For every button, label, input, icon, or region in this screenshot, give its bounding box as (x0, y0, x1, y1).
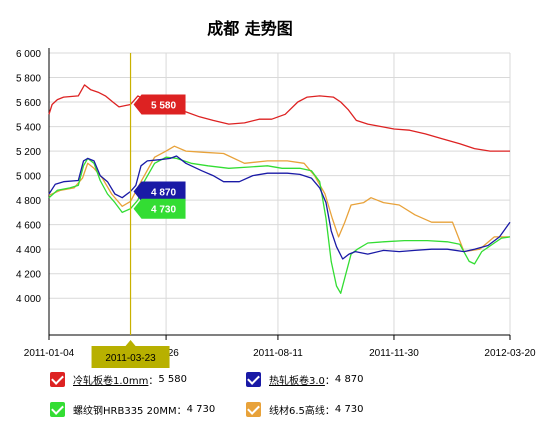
legend-colon: ： (324, 376, 335, 387)
series-line-wire-rod (48, 145, 510, 253)
legend-value: 5 580 (158, 374, 188, 385)
series-line-rebar (48, 156, 511, 294)
series-lines (48, 84, 511, 294)
legend-series-name[interactable]: 线材6.5高线 (269, 406, 325, 417)
value-tag-label: 4 730 (151, 205, 176, 216)
y-tick-label: 4 000 (16, 294, 41, 305)
value-tag-shape (133, 181, 186, 202)
legend-value: 4 730 (334, 404, 364, 415)
chart-title: 成都 走势图 (207, 19, 293, 38)
y-tick-label: 5 200 (16, 147, 41, 158)
checkbox-icon[interactable] (50, 402, 65, 417)
x-tick-label: 2011-11-30 (369, 348, 419, 359)
y-tick-label: 4 200 (16, 270, 41, 281)
legend-colon: ： (176, 406, 187, 417)
checkbox-icon[interactable] (50, 372, 65, 387)
legend-item-wire-rod[interactable]: 线材6.5高线 ： 4 730 (246, 402, 364, 417)
value-tag-hot-rolled: 4 870 (133, 181, 186, 202)
value-tag-rebar: 4 730 (133, 198, 186, 219)
legend-colon: ： (324, 406, 335, 417)
value-tag-label: 4 870 (151, 188, 176, 199)
y-tick-label: 6 000 (16, 49, 41, 60)
x-tick-label: 2011-08-11 (253, 348, 303, 359)
y-tick-label: 5 800 (16, 74, 41, 85)
value-tag-label: 5 580 (151, 100, 176, 111)
y-tick-label: 4 400 (16, 245, 41, 256)
series-line-cold-rolled (48, 84, 510, 152)
value-tags: 5 580 4 870 4 730 (133, 94, 186, 219)
legend-item-rebar[interactable]: 螺纹钢HRB335 20MM ： 4 730 (50, 402, 215, 417)
x-tick-label: 2011-01-04 (24, 348, 75, 359)
cursor-date-box (91, 346, 170, 368)
date-cursor[interactable]: 2011-03-23 (91, 53, 170, 368)
value-tag-cold-rolled: 5 580 (133, 94, 186, 115)
y-tick-label: 5 600 (16, 98, 41, 109)
checkbox-icon[interactable] (246, 372, 261, 387)
value-tag-shape (133, 94, 186, 115)
checkbox-icon[interactable] (246, 402, 261, 417)
legend-series-name[interactable]: 热轧板卷3.0 (269, 376, 325, 387)
legend: 冷轧板卷1.0mm ： 5 580 热轧板卷3.0 ： 4 870 螺纹钢HRB… (50, 372, 530, 428)
legend-value: 4 730 (186, 404, 216, 415)
legend-item-cold-rolled[interactable]: 冷轧板卷1.0mm ： 5 580 (50, 372, 187, 387)
y-tick-label: 5 400 (16, 123, 41, 134)
x-tick-label: 2012-03-20 (484, 348, 536, 359)
legend-value: 4 870 (334, 374, 364, 385)
value-tag-shape (133, 198, 186, 219)
grid (48, 52, 511, 335)
legend-series-name[interactable]: 冷轧板卷1.0mm (73, 376, 149, 387)
y-tick-label: 4 800 (16, 196, 41, 207)
cursor-date-label: 2011-03-23 (105, 353, 156, 364)
legend-item-hot-rolled[interactable]: 热轧板卷3.0 ： 4 870 (246, 372, 364, 387)
y-tick-label: 5 000 (16, 172, 41, 183)
legend-colon: ： (148, 376, 159, 387)
series-line-hot-rolled (48, 155, 511, 260)
y-axis: 6 000 5 800 5 600 5 400 5 200 5 000 4 800 4 600… (16, 48, 50, 335)
cursor-pointer (125, 340, 136, 346)
legend-series-name[interactable]: 螺纹钢HRB335 20MM (73, 406, 177, 417)
y-tick-label: 4 600 (16, 221, 41, 232)
